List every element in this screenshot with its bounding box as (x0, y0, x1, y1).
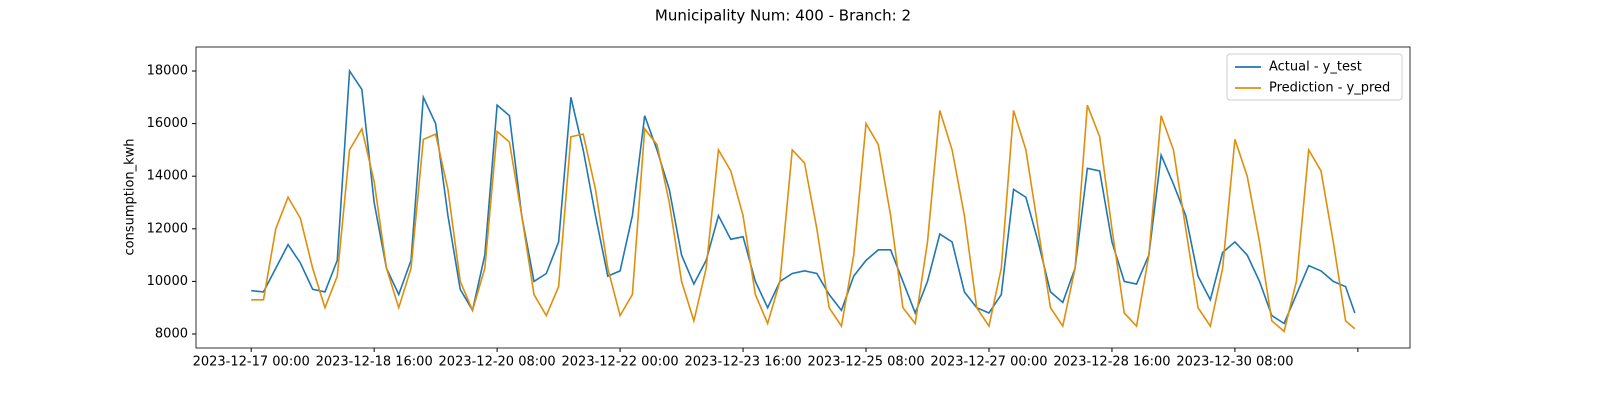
y-tick-label: 18000 (147, 63, 188, 78)
y-tick-label: 14000 (147, 169, 188, 184)
y-tick-label: 10000 (147, 274, 188, 289)
series-line (251, 104, 1356, 333)
legend-box (1226, 53, 1403, 101)
x-tick-label: 2023-12-27 00:00 (930, 355, 1047, 370)
y-tick-label: 8000 (155, 327, 188, 342)
y-tick-label: 12000 (147, 221, 188, 236)
x-tick-label: 2023-12-18 16:00 (316, 355, 433, 370)
series-line (251, 68, 1356, 325)
x-tick-label: 2023-12-25 08:00 (807, 355, 924, 370)
chart-title: Municipality Num: 400 - Branch: 2 (655, 7, 911, 25)
y-tick-label: 16000 (147, 116, 188, 131)
x-tick-label: 2023-12-20 08:00 (439, 355, 556, 370)
x-tick-label: 2023-12-17 00:00 (193, 355, 310, 370)
legend-label: Prediction - y_pred (1269, 81, 1390, 96)
y-axis-label: consumption_kwh (123, 138, 138, 255)
legend-label: Actual - y_test (1269, 60, 1362, 75)
x-tick-label: 2023-12-28 16:00 (1053, 355, 1170, 370)
plot-frame (195, 46, 1411, 349)
x-tick-label: 2023-12-30 08:00 (1176, 355, 1293, 370)
x-tick-label: 2023-12-22 00:00 (562, 355, 679, 370)
x-tick-label: 2023-12-23 16:00 (684, 355, 801, 370)
